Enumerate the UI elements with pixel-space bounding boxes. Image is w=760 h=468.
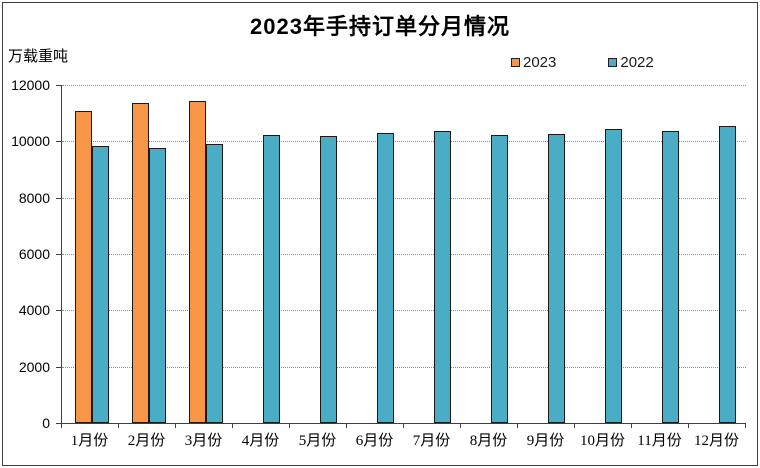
legend-item-2022: 2022 (608, 54, 654, 71)
bar-2022-m7 (434, 130, 451, 423)
bar-2022-m3 (206, 144, 223, 423)
plot-area (61, 85, 746, 424)
x-axis-label-m6: 6月份 (355, 433, 394, 449)
bar-2023-m3 (189, 100, 206, 423)
x-axis-tick-1 (118, 423, 119, 428)
bar-2022-m2 (149, 148, 166, 423)
gridline-10000 (62, 141, 746, 143)
y-axis-tick-label-12000: 12000 (11, 77, 50, 93)
x-axis-label-m10: 10月份 (579, 433, 625, 449)
chart-title: 2023年手持订单分月情况 (250, 14, 510, 39)
legend-swatch-2022 (608, 58, 618, 67)
y-axis-tick-label-4000: 4000 (18, 302, 50, 319)
x-axis-tick-3 (232, 423, 233, 428)
legend-label-2023: 2023 (523, 54, 557, 71)
legend: 2023 2022 (511, 54, 654, 71)
bar-2023-m1 (75, 110, 92, 423)
x-axis-tick-0 (61, 423, 62, 428)
legend-swatch-2023 (511, 58, 520, 67)
y-axis-tick-0 (56, 423, 61, 424)
bar-2022-m1 (92, 146, 109, 423)
bar-2023-m2 (132, 103, 149, 423)
legend-label-2022: 2022 (620, 54, 654, 71)
y-axis-tick-label-0: 0 (42, 415, 50, 431)
x-axis-tick-5 (346, 423, 347, 428)
y-axis-tick-10000 (56, 141, 61, 143)
bar-2022-m6 (377, 133, 394, 423)
y-axis-tick-4000 (56, 310, 61, 312)
x-axis-label-m5: 5月份 (298, 433, 337, 449)
x-axis-tick-4 (289, 423, 290, 428)
legend-item-2023: 2023 (511, 54, 556, 71)
bar-2022-m12 (719, 126, 736, 423)
y-axis-tick-label-2000: 2000 (18, 358, 50, 375)
x-axis-tick-8 (517, 423, 518, 428)
bar-2022-m4 (263, 135, 280, 423)
x-axis-label-m9: 9月份 (526, 433, 565, 449)
x-axis-tick-9 (574, 423, 575, 428)
gridline-2000 (62, 366, 746, 368)
x-axis-label-m7: 7月份 (412, 433, 451, 449)
x-axis-tick-11 (688, 423, 689, 428)
bar-2022-m9 (548, 134, 565, 423)
x-axis-tick-2 (175, 423, 176, 428)
gridline-12000 (62, 85, 746, 86)
gridline-6000 (62, 254, 746, 255)
x-axis-label-m8: 8月份 (469, 433, 508, 449)
x-axis-label-m12: 12月份 (693, 433, 739, 449)
x-axis-tick-7 (460, 423, 461, 428)
x-axis-label-m1: 1月份 (70, 433, 109, 449)
x-axis-label-m11: 11月份 (637, 433, 682, 449)
bar-2022-m11 (662, 131, 679, 423)
x-axis-tick-10 (631, 423, 632, 428)
bar-2022-m5 (320, 136, 337, 423)
gridline-4000 (62, 310, 746, 312)
y-axis-tick-6000 (56, 254, 61, 255)
y-axis-tick-2000 (56, 366, 61, 368)
x-axis-tick-12 (745, 423, 746, 428)
gridline-8000 (62, 197, 746, 199)
y-axis-tick-12000 (56, 85, 61, 86)
y-axis-tick-label-10000: 10000 (11, 133, 50, 150)
bar-2022-m8 (491, 135, 508, 423)
y-axis-tick-label-6000: 6000 (18, 246, 50, 262)
y-axis-unit-label: 万载重吨 (8, 48, 69, 65)
x-axis-label-m2: 2月份 (127, 433, 166, 449)
x-axis-label-m4: 4月份 (241, 433, 280, 449)
y-axis-tick-8000 (56, 197, 61, 199)
x-axis-label-m3: 3月份 (184, 433, 223, 449)
x-axis-tick-6 (403, 423, 404, 428)
bar-2022-m10 (605, 129, 622, 423)
y-axis-tick-label-8000: 8000 (18, 189, 50, 206)
